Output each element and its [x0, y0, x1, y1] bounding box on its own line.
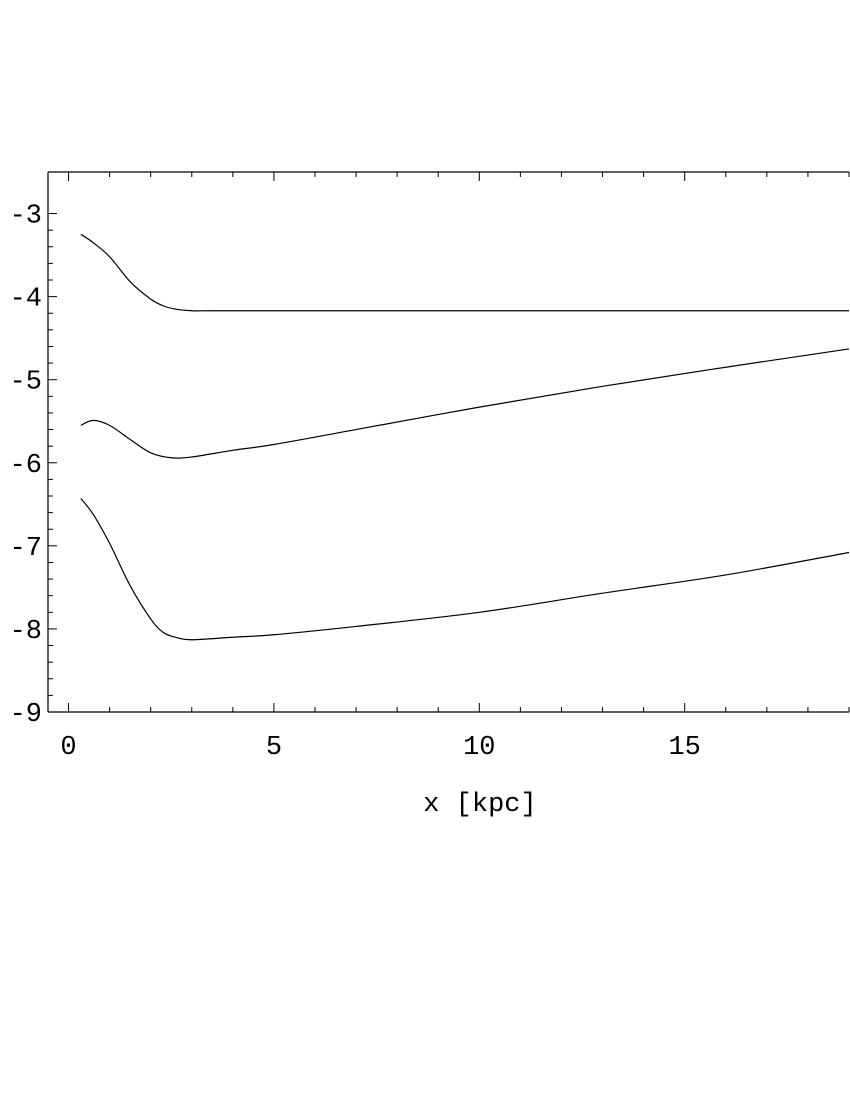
- x-tick-label: 0: [60, 733, 76, 763]
- y-tick-label: -6: [10, 451, 42, 481]
- y-tick-label: -3: [10, 202, 42, 232]
- y-tick-label: -4: [10, 285, 42, 315]
- x-axis-ticks: 0 5 10 15: [60, 172, 850, 763]
- y-tick-label: -5: [10, 368, 42, 398]
- y-axis-ticks: -3 -4 -5 -6 -7 -8 -9: [10, 202, 57, 730]
- series-line-1: [80, 233, 849, 312]
- x-tick-label: 15: [668, 733, 700, 763]
- series-line-2: [80, 348, 850, 459]
- y-tick-label: -8: [10, 617, 42, 647]
- series-line-3: [80, 498, 850, 641]
- y-tick-label: -7: [10, 534, 42, 564]
- x-axis-title: x [kpc]: [423, 790, 536, 820]
- series-lines: [80, 233, 850, 641]
- plot-frame: [47, 171, 849, 713]
- y-tick-label: -9: [10, 700, 42, 730]
- x-tick-label: 5: [266, 733, 282, 763]
- x-tick-label: 10: [463, 733, 495, 763]
